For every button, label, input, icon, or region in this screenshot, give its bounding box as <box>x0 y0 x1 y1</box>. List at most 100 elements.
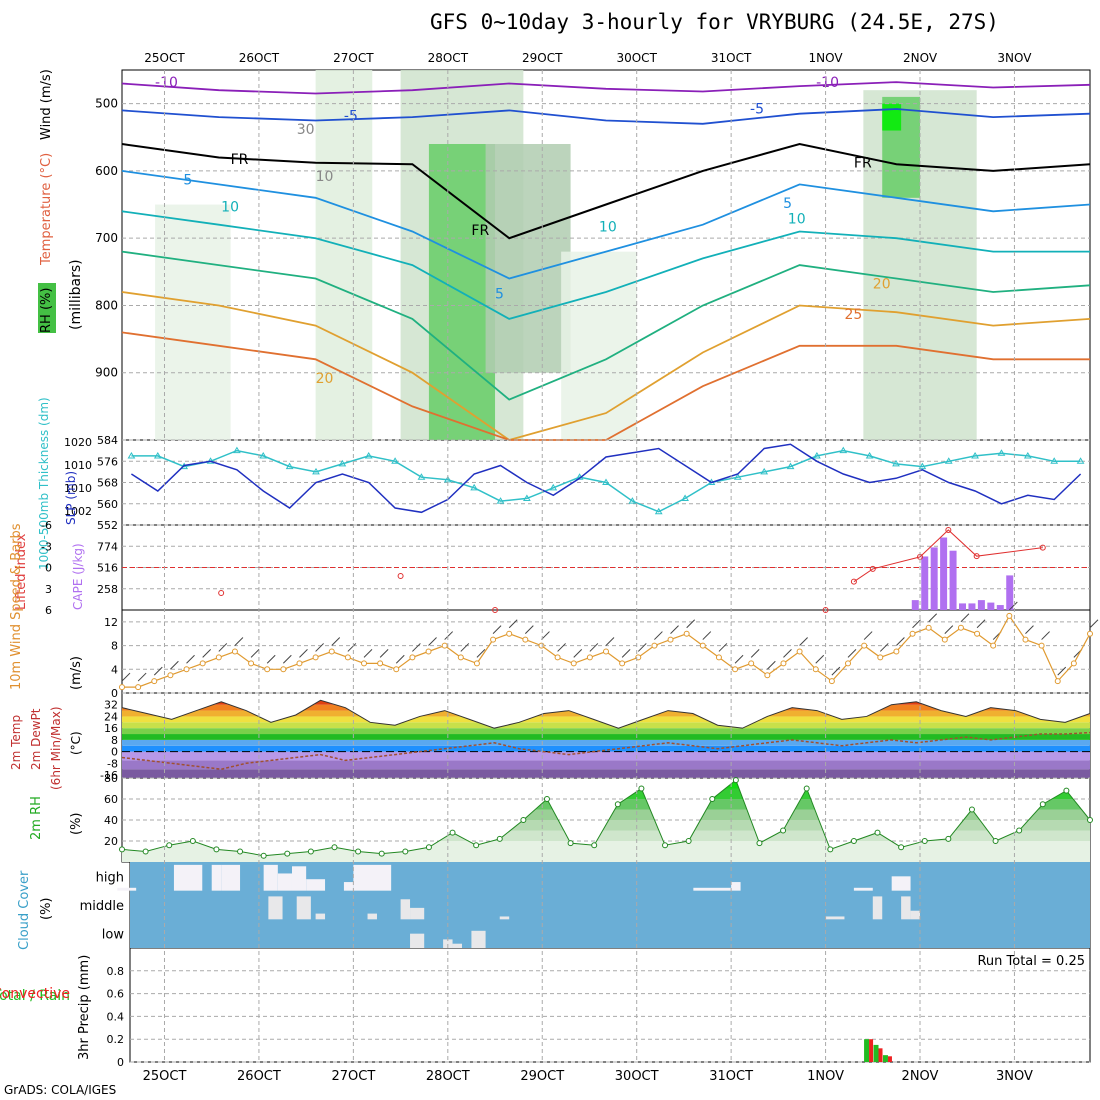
wind-point <box>506 630 513 637</box>
wind-barb <box>976 619 986 629</box>
wind-barb <box>799 637 808 646</box>
wind-barb <box>541 631 550 640</box>
wind-point <box>183 666 190 673</box>
wind-barb <box>153 666 163 676</box>
rh-point <box>874 829 881 836</box>
wind-barb <box>428 637 437 646</box>
li-tick-label: 6 <box>45 604 52 617</box>
cloud-segment <box>901 896 911 920</box>
thickness-line <box>131 449 1081 513</box>
cloud-segment <box>872 896 883 920</box>
chart-title: GFS 0~10day 3-hourly for VRYBURG (24.5E,… <box>430 10 999 34</box>
rh-point <box>567 840 574 847</box>
date-tick-label-bottom: 25OCT <box>143 1069 187 1084</box>
rh-tick-label: 80 <box>104 772 118 785</box>
wind-tick-label: 0 <box>111 687 118 700</box>
cape-bar <box>949 550 957 610</box>
thickness-tick-label: 584 <box>97 434 118 447</box>
pressure-tick-label: 700 <box>95 231 118 245</box>
wind-point <box>683 630 690 637</box>
wind-barb <box>734 654 744 664</box>
temp-band <box>122 739 1090 746</box>
li-point <box>492 607 499 613</box>
wind-point <box>328 648 335 655</box>
wind-barb <box>783 649 792 658</box>
wind-barb <box>412 643 421 652</box>
wind-barb <box>299 649 308 658</box>
rh-shade-8 <box>561 251 637 440</box>
cloud-layer-label-middle: middle <box>80 899 124 914</box>
wind-barb <box>331 637 341 646</box>
rh-shade-7 <box>155 204 231 440</box>
rh-point <box>1039 801 1046 808</box>
rh-band <box>122 830 1090 841</box>
cloud-segment <box>410 907 425 920</box>
li-tick-label: -6 <box>41 519 52 532</box>
cloud-segment <box>306 879 326 891</box>
wind-barb <box>637 643 647 652</box>
cape-bar <box>959 603 967 610</box>
cape-bar <box>930 547 938 610</box>
rh-point <box>1087 817 1093 823</box>
li-point <box>218 590 225 596</box>
wind-point <box>812 666 819 673</box>
wind-point <box>135 684 142 691</box>
wind-barb <box>718 643 728 652</box>
cloud-segment <box>443 939 453 948</box>
wind-point <box>457 654 464 661</box>
slp-tick-label: 1020 <box>64 436 92 449</box>
wind-barb <box>266 654 276 664</box>
contour-label: 10 <box>599 219 617 235</box>
wind-point <box>1038 642 1045 649</box>
thickness-point <box>364 451 373 459</box>
date-tick-label-top: 25OCT <box>144 51 185 65</box>
temp-tick-label: 0 <box>111 746 118 759</box>
rh-point <box>662 842 669 849</box>
contour-label: 10 <box>316 169 334 185</box>
wind-barb <box>896 637 905 646</box>
cloud-segment <box>731 882 741 891</box>
rh-point <box>189 838 196 844</box>
axis-title-millibars: (millibars) <box>68 259 84 330</box>
wind-barb <box>444 631 454 640</box>
wind-point <box>1054 678 1061 685</box>
wind-barb <box>686 619 696 629</box>
precip-tick-label: 0.2 <box>107 1033 125 1046</box>
wind-point <box>941 636 948 643</box>
rh-point <box>591 842 598 849</box>
cloud-segment <box>367 913 377 920</box>
date-tick-label-top: 27OCT <box>333 51 374 65</box>
isotherm-20 <box>121 291 1091 441</box>
cloud-segment <box>343 882 354 891</box>
axis-title-2m-temp: 2m Temp <box>9 715 23 770</box>
wind-barb <box>750 649 760 658</box>
rh-point <box>355 848 362 855</box>
rh-point <box>898 844 905 851</box>
contour-label: 10 <box>221 199 239 215</box>
run-total-label: Run Total = 0.25 <box>977 954 1085 969</box>
rh-point <box>402 848 409 855</box>
cape-tick-label: 774 <box>97 540 118 553</box>
precip-tick-label: 0 <box>117 1056 124 1069</box>
wind-barb <box>476 649 486 658</box>
precip-convective-bar <box>887 1056 892 1062</box>
cape-bar <box>996 605 1004 610</box>
slp-line <box>130 443 1082 514</box>
li-tick-label: 3 <box>45 583 52 596</box>
axis-title-convective: Convective <box>0 986 70 1002</box>
wind-barb <box>879 643 889 652</box>
cape-bar <box>977 600 985 610</box>
date-tick-label-bottom: 1NOV <box>807 1069 844 1084</box>
cloud-segment <box>173 864 203 891</box>
isotherm-5 <box>121 170 1091 280</box>
wind-point <box>845 660 851 667</box>
li-point <box>822 607 829 613</box>
rh-point <box>780 827 787 834</box>
cloud-segment <box>117 887 137 891</box>
cape-bar <box>987 602 995 610</box>
isotherm-10 <box>121 210 1090 320</box>
wind-barb <box>492 625 502 634</box>
wind-barb <box>395 654 405 664</box>
rh-point <box>992 838 999 844</box>
